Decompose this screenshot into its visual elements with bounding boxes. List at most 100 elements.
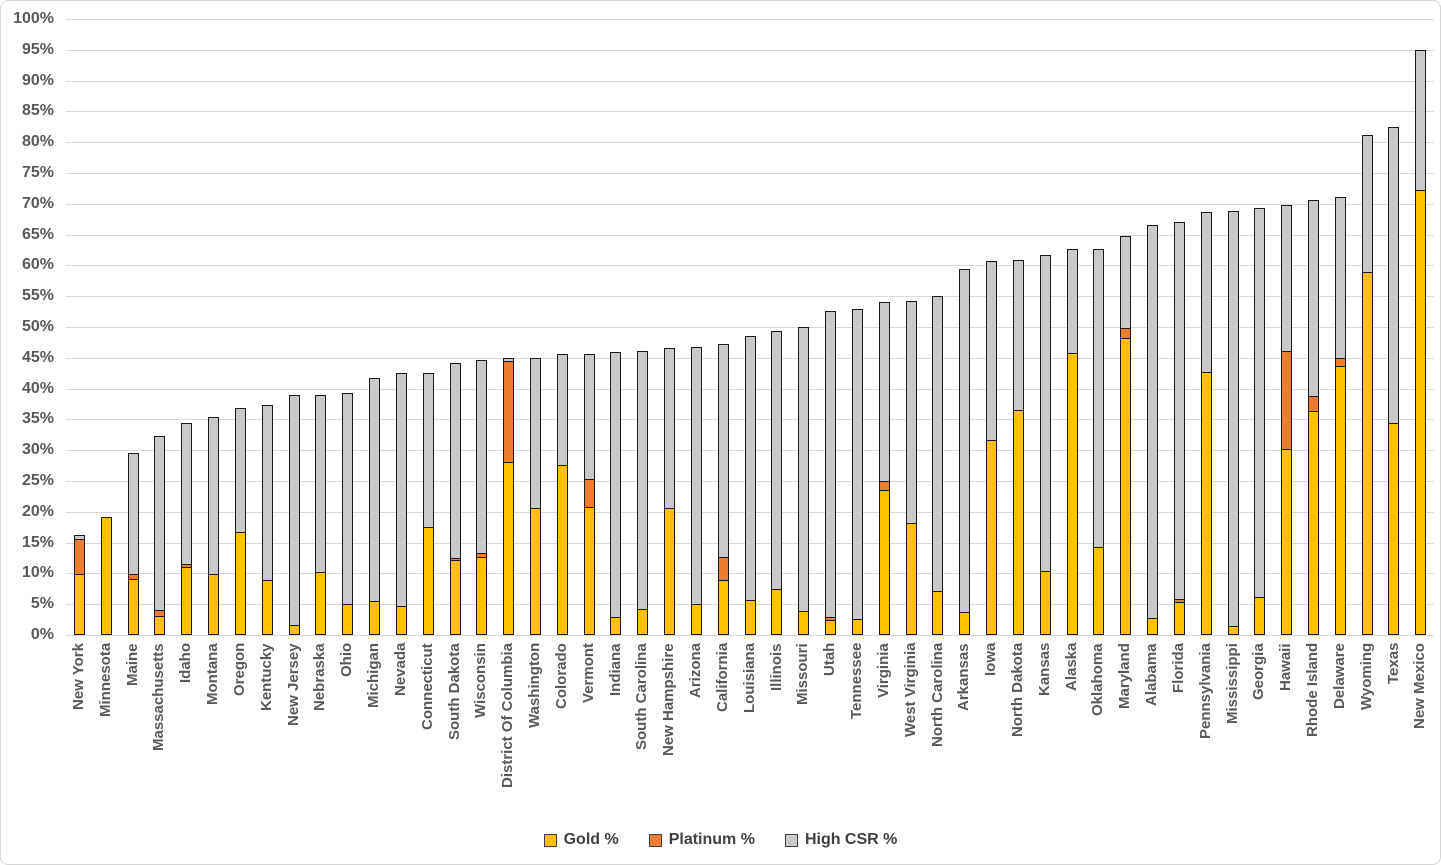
bar-delaware[interactable] [1327, 19, 1354, 635]
bar-iowa[interactable] [978, 19, 1005, 635]
segment-high-csr-[interactable] [449, 362, 461, 560]
bar-california[interactable] [710, 19, 737, 635]
segment-high-csr-[interactable] [637, 351, 649, 610]
segment-gold-[interactable] [1200, 373, 1212, 635]
segment-gold-[interactable] [315, 572, 327, 635]
segment-gold-[interactable] [342, 605, 354, 635]
segment-gold-[interactable] [583, 507, 595, 635]
segment-high-csr-[interactable] [181, 423, 193, 566]
bar-arizona[interactable] [683, 19, 710, 635]
segment-gold-[interactable] [154, 616, 166, 635]
bar-ohio[interactable] [334, 19, 361, 635]
bar-idaho[interactable] [173, 19, 200, 635]
segment-platinum-[interactable] [73, 540, 85, 576]
segment-high-csr-[interactable] [208, 416, 220, 576]
segment-gold-[interactable] [637, 609, 649, 635]
segment-high-csr-[interactable] [664, 347, 676, 509]
segment-platinum-[interactable] [449, 559, 461, 562]
bar-wyoming[interactable] [1354, 19, 1381, 635]
bar-florida[interactable] [1166, 19, 1193, 635]
legend-item-gold-[interactable]: Gold % [543, 831, 619, 849]
segment-high-csr-[interactable] [342, 392, 354, 606]
bar-oregon[interactable] [227, 19, 254, 635]
bar-arkansas[interactable] [951, 19, 978, 635]
bar-wisconsin[interactable] [468, 19, 495, 635]
bar-indiana[interactable] [603, 19, 630, 635]
segment-high-csr-[interactable] [476, 359, 488, 554]
bar-colorado[interactable] [549, 19, 576, 635]
segment-high-csr-[interactable] [1254, 207, 1266, 599]
bar-georgia[interactable] [1246, 19, 1273, 635]
segment-high-csr-[interactable] [503, 358, 515, 362]
segment-gold-[interactable] [261, 580, 273, 635]
segment-high-csr-[interactable] [878, 302, 890, 483]
segment-high-csr-[interactable] [959, 269, 971, 614]
bar-new-york[interactable] [66, 19, 93, 635]
segment-gold-[interactable] [73, 575, 85, 635]
bar-louisiana[interactable] [737, 19, 764, 635]
segment-high-csr-[interactable] [744, 335, 756, 602]
bar-michigan[interactable] [361, 19, 388, 635]
segment-platinum-[interactable] [181, 565, 193, 569]
segment-gold-[interactable] [1173, 602, 1185, 635]
segment-high-csr-[interactable] [556, 354, 568, 467]
segment-gold-[interactable] [1281, 450, 1293, 635]
segment-gold-[interactable] [556, 466, 568, 635]
segment-gold-[interactable] [932, 591, 944, 635]
segment-gold-[interactable] [825, 620, 837, 635]
segment-gold-[interactable] [878, 491, 890, 635]
segment-gold-[interactable] [664, 508, 676, 635]
segment-gold-[interactable] [798, 612, 810, 635]
segment-gold-[interactable] [1012, 410, 1024, 635]
segment-high-csr-[interactable] [1173, 221, 1185, 600]
segment-high-csr-[interactable] [369, 377, 381, 602]
segment-platinum-[interactable] [825, 618, 837, 621]
segment-gold-[interactable] [690, 605, 702, 635]
segment-gold-[interactable] [1361, 272, 1373, 635]
bar-alaska[interactable] [1059, 19, 1086, 635]
segment-gold-[interactable] [1227, 627, 1239, 635]
bar-montana[interactable] [200, 19, 227, 635]
segment-high-csr-[interactable] [771, 330, 783, 591]
segment-high-csr-[interactable] [690, 346, 702, 606]
segment-gold-[interactable] [986, 440, 998, 635]
segment-high-csr-[interactable] [1388, 127, 1400, 425]
segment-platinum-[interactable] [503, 361, 515, 463]
segment-high-csr-[interactable] [905, 300, 917, 525]
bar-tennessee[interactable] [844, 19, 871, 635]
bar-virginia[interactable] [871, 19, 898, 635]
segment-gold-[interactable] [1388, 424, 1400, 635]
segment-platinum-[interactable] [1281, 352, 1293, 451]
bar-mississippi[interactable] [1220, 19, 1247, 635]
segment-gold-[interactable] [181, 568, 193, 635]
bar-hawaii[interactable] [1273, 19, 1300, 635]
segment-gold-[interactable] [1147, 618, 1159, 635]
bar-utah[interactable] [817, 19, 844, 635]
segment-high-csr-[interactable] [127, 452, 139, 575]
segment-gold-[interactable] [395, 607, 407, 635]
segment-high-csr-[interactable] [1227, 210, 1239, 627]
segment-platinum-[interactable] [1308, 397, 1319, 413]
segment-gold-[interactable] [959, 613, 971, 635]
bar-north-dakota[interactable] [1005, 19, 1032, 635]
bar-missouri[interactable] [790, 19, 817, 635]
segment-gold-[interactable] [127, 579, 139, 635]
bar-nevada[interactable] [388, 19, 415, 635]
bar-massachusetts[interactable] [146, 19, 173, 635]
segment-gold-[interactable] [449, 561, 461, 635]
segment-platinum-[interactable] [583, 479, 595, 508]
segment-high-csr-[interactable] [1361, 134, 1373, 273]
segment-gold-[interactable] [234, 532, 246, 635]
segment-high-csr-[interactable] [1147, 224, 1159, 619]
segment-gold-[interactable] [1415, 191, 1427, 635]
segment-high-csr-[interactable] [825, 311, 837, 619]
segment-high-csr-[interactable] [932, 295, 944, 592]
segment-high-csr-[interactable] [288, 394, 300, 626]
bar-washington[interactable] [522, 19, 549, 635]
segment-high-csr-[interactable] [1308, 199, 1319, 398]
segment-gold-[interactable] [610, 617, 622, 635]
segment-gold-[interactable] [1039, 571, 1051, 635]
segment-gold-[interactable] [208, 575, 220, 635]
bar-west-virginia[interactable] [898, 19, 925, 635]
segment-high-csr-[interactable] [395, 372, 407, 608]
